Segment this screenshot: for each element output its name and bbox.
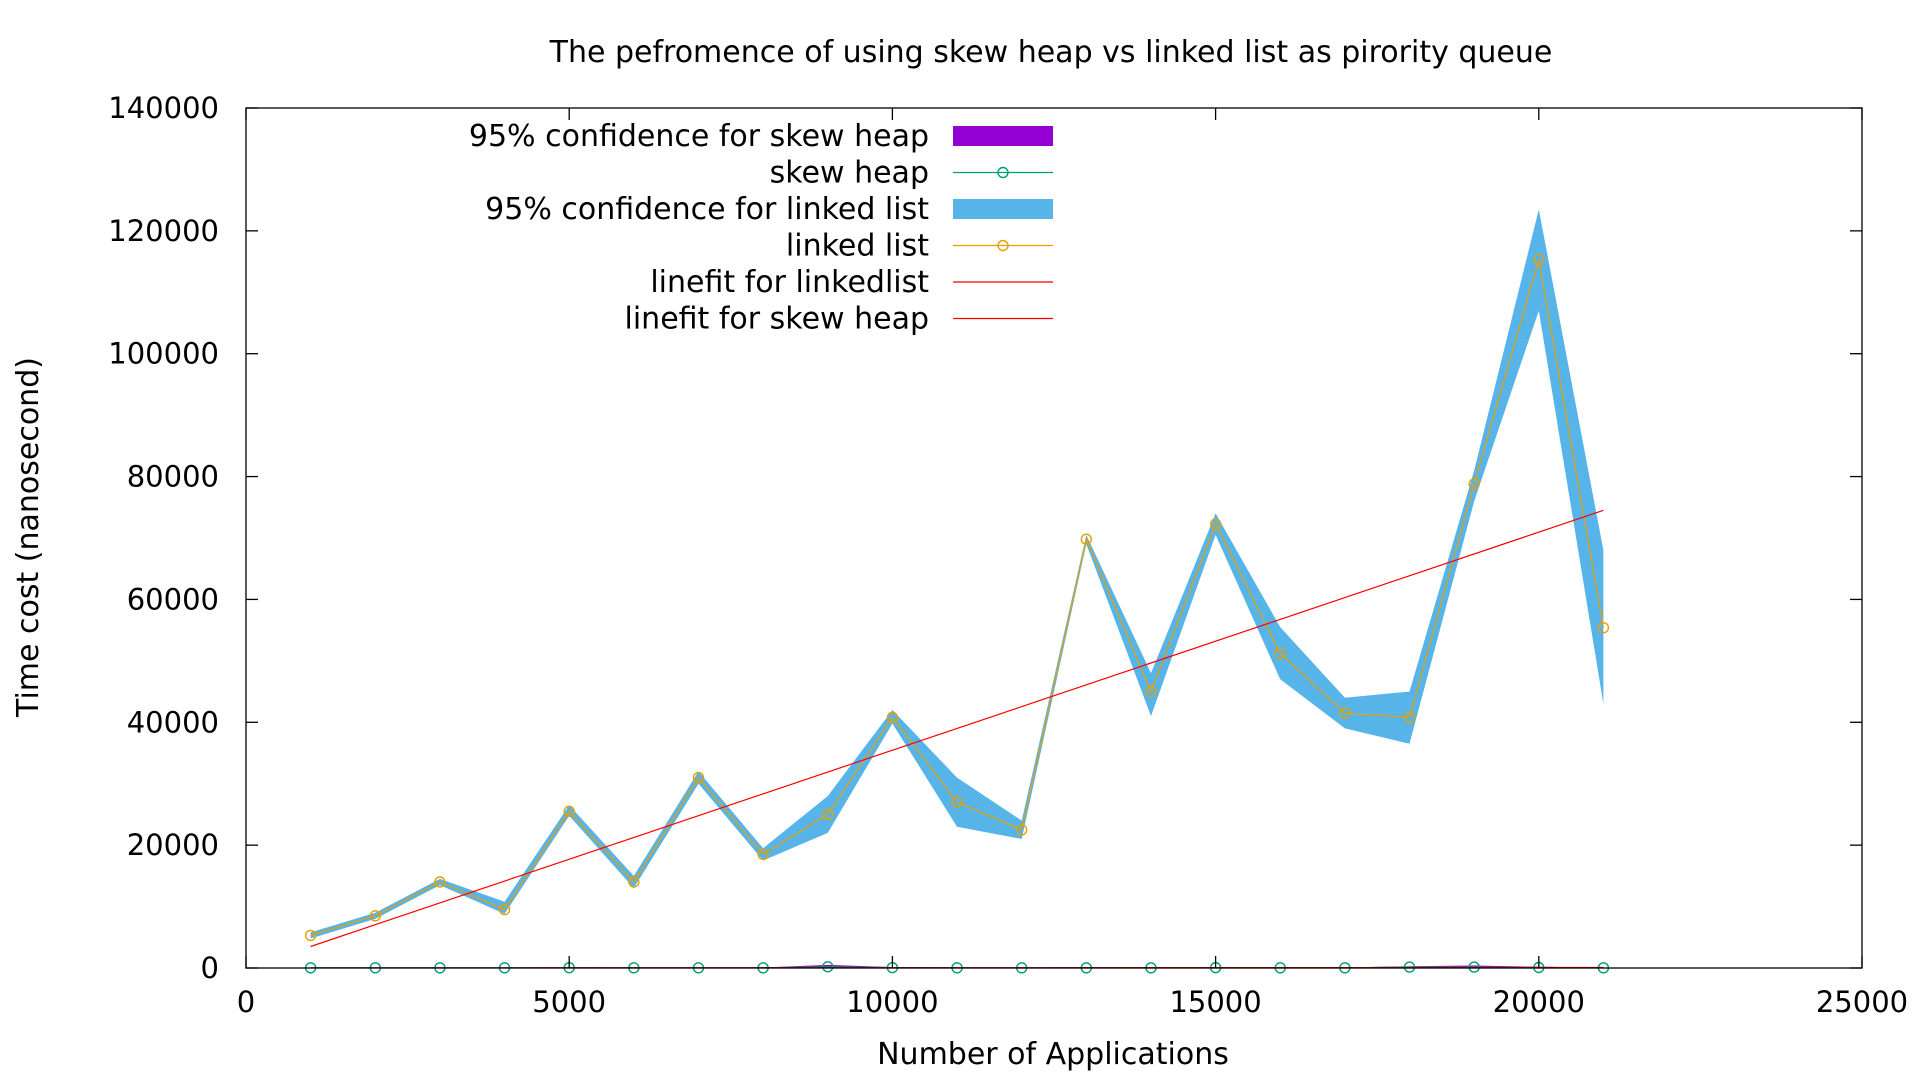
y-tick-label: 80000 <box>127 460 219 494</box>
data-point-series-3 <box>1145 685 1157 698</box>
plot-border <box>245 107 1863 969</box>
y-tick-label: 100000 <box>108 337 219 371</box>
x-tick-label: 15000 <box>1169 985 1261 1019</box>
data-point-series-3 <box>757 848 769 861</box>
data-point-series-3 <box>886 711 899 724</box>
legend-label: linefit for skew heap <box>625 302 929 337</box>
x-tick-label: 5000 <box>532 985 606 1019</box>
data-point-series-3 <box>1080 533 1093 545</box>
data-point-series-3 <box>1403 711 1416 724</box>
data-point-series-3 <box>498 903 511 916</box>
legend-label: 95% confidence for skew heap <box>469 119 929 154</box>
data-point-series-3 <box>369 910 381 922</box>
x-tick-label: 0 <box>237 985 255 1019</box>
y-tick-label: 20000 <box>127 828 219 862</box>
data-point-series-3 <box>1015 824 1028 836</box>
legend-label: linefit for linkedlist <box>650 265 929 300</box>
legend-point-sample <box>997 239 1009 252</box>
y-tick-label: 120000 <box>108 214 219 248</box>
data-point-series-3 <box>822 808 834 821</box>
data-point-series-1 <box>822 961 834 973</box>
x-tick-label: 20000 <box>1493 985 1585 1019</box>
y-axis-title: Time cost (nanosecond) <box>11 357 46 718</box>
legend-swatch <box>953 199 1053 219</box>
y-tick-label: 60000 <box>127 582 219 616</box>
data-point-series-3 <box>951 796 963 808</box>
data-point-series-3 <box>1468 478 1480 490</box>
x-axis-title: Number of Applications <box>877 1037 1229 1072</box>
data-point-series-3 <box>304 929 317 942</box>
band-series-2 <box>310 209 1604 939</box>
data-point-series-3 <box>563 805 575 818</box>
data-point-series-3 <box>692 771 705 784</box>
axes: 0 5000 10000 15000 20000 25000 0 20000 40000 6000… <box>108 91 1908 1019</box>
legend-point-sample <box>997 166 1009 179</box>
data-point-series-3 <box>1339 707 1351 719</box>
line-series-3 <box>310 259 1604 936</box>
chart-title: The pefromence of using skew heap vs lin… <box>549 35 1553 70</box>
data-point-series-3 <box>628 876 640 888</box>
data-point-series-3 <box>434 876 446 888</box>
data-point-series-3 <box>1533 254 1545 266</box>
legend-swatch <box>953 126 1053 146</box>
plot-area <box>304 209 1610 974</box>
data-point-series-3 <box>1597 621 1610 634</box>
y-tick-label: 140000 <box>108 91 219 125</box>
x-tick-label: 10000 <box>846 985 938 1019</box>
x-tick-label: 25000 <box>1816 985 1908 1019</box>
legend-label: skew heap <box>770 156 929 191</box>
data-point-series-3 <box>1274 647 1286 660</box>
y-tick-label: 40000 <box>127 705 219 739</box>
data-point-series-3 <box>1209 518 1222 530</box>
legend-label: 95% confidence for linked list <box>485 192 929 227</box>
legend-label: linked list <box>786 229 929 264</box>
y-tick-label: 0 <box>201 951 219 985</box>
fit-line-series-4 <box>310 509 1604 948</box>
